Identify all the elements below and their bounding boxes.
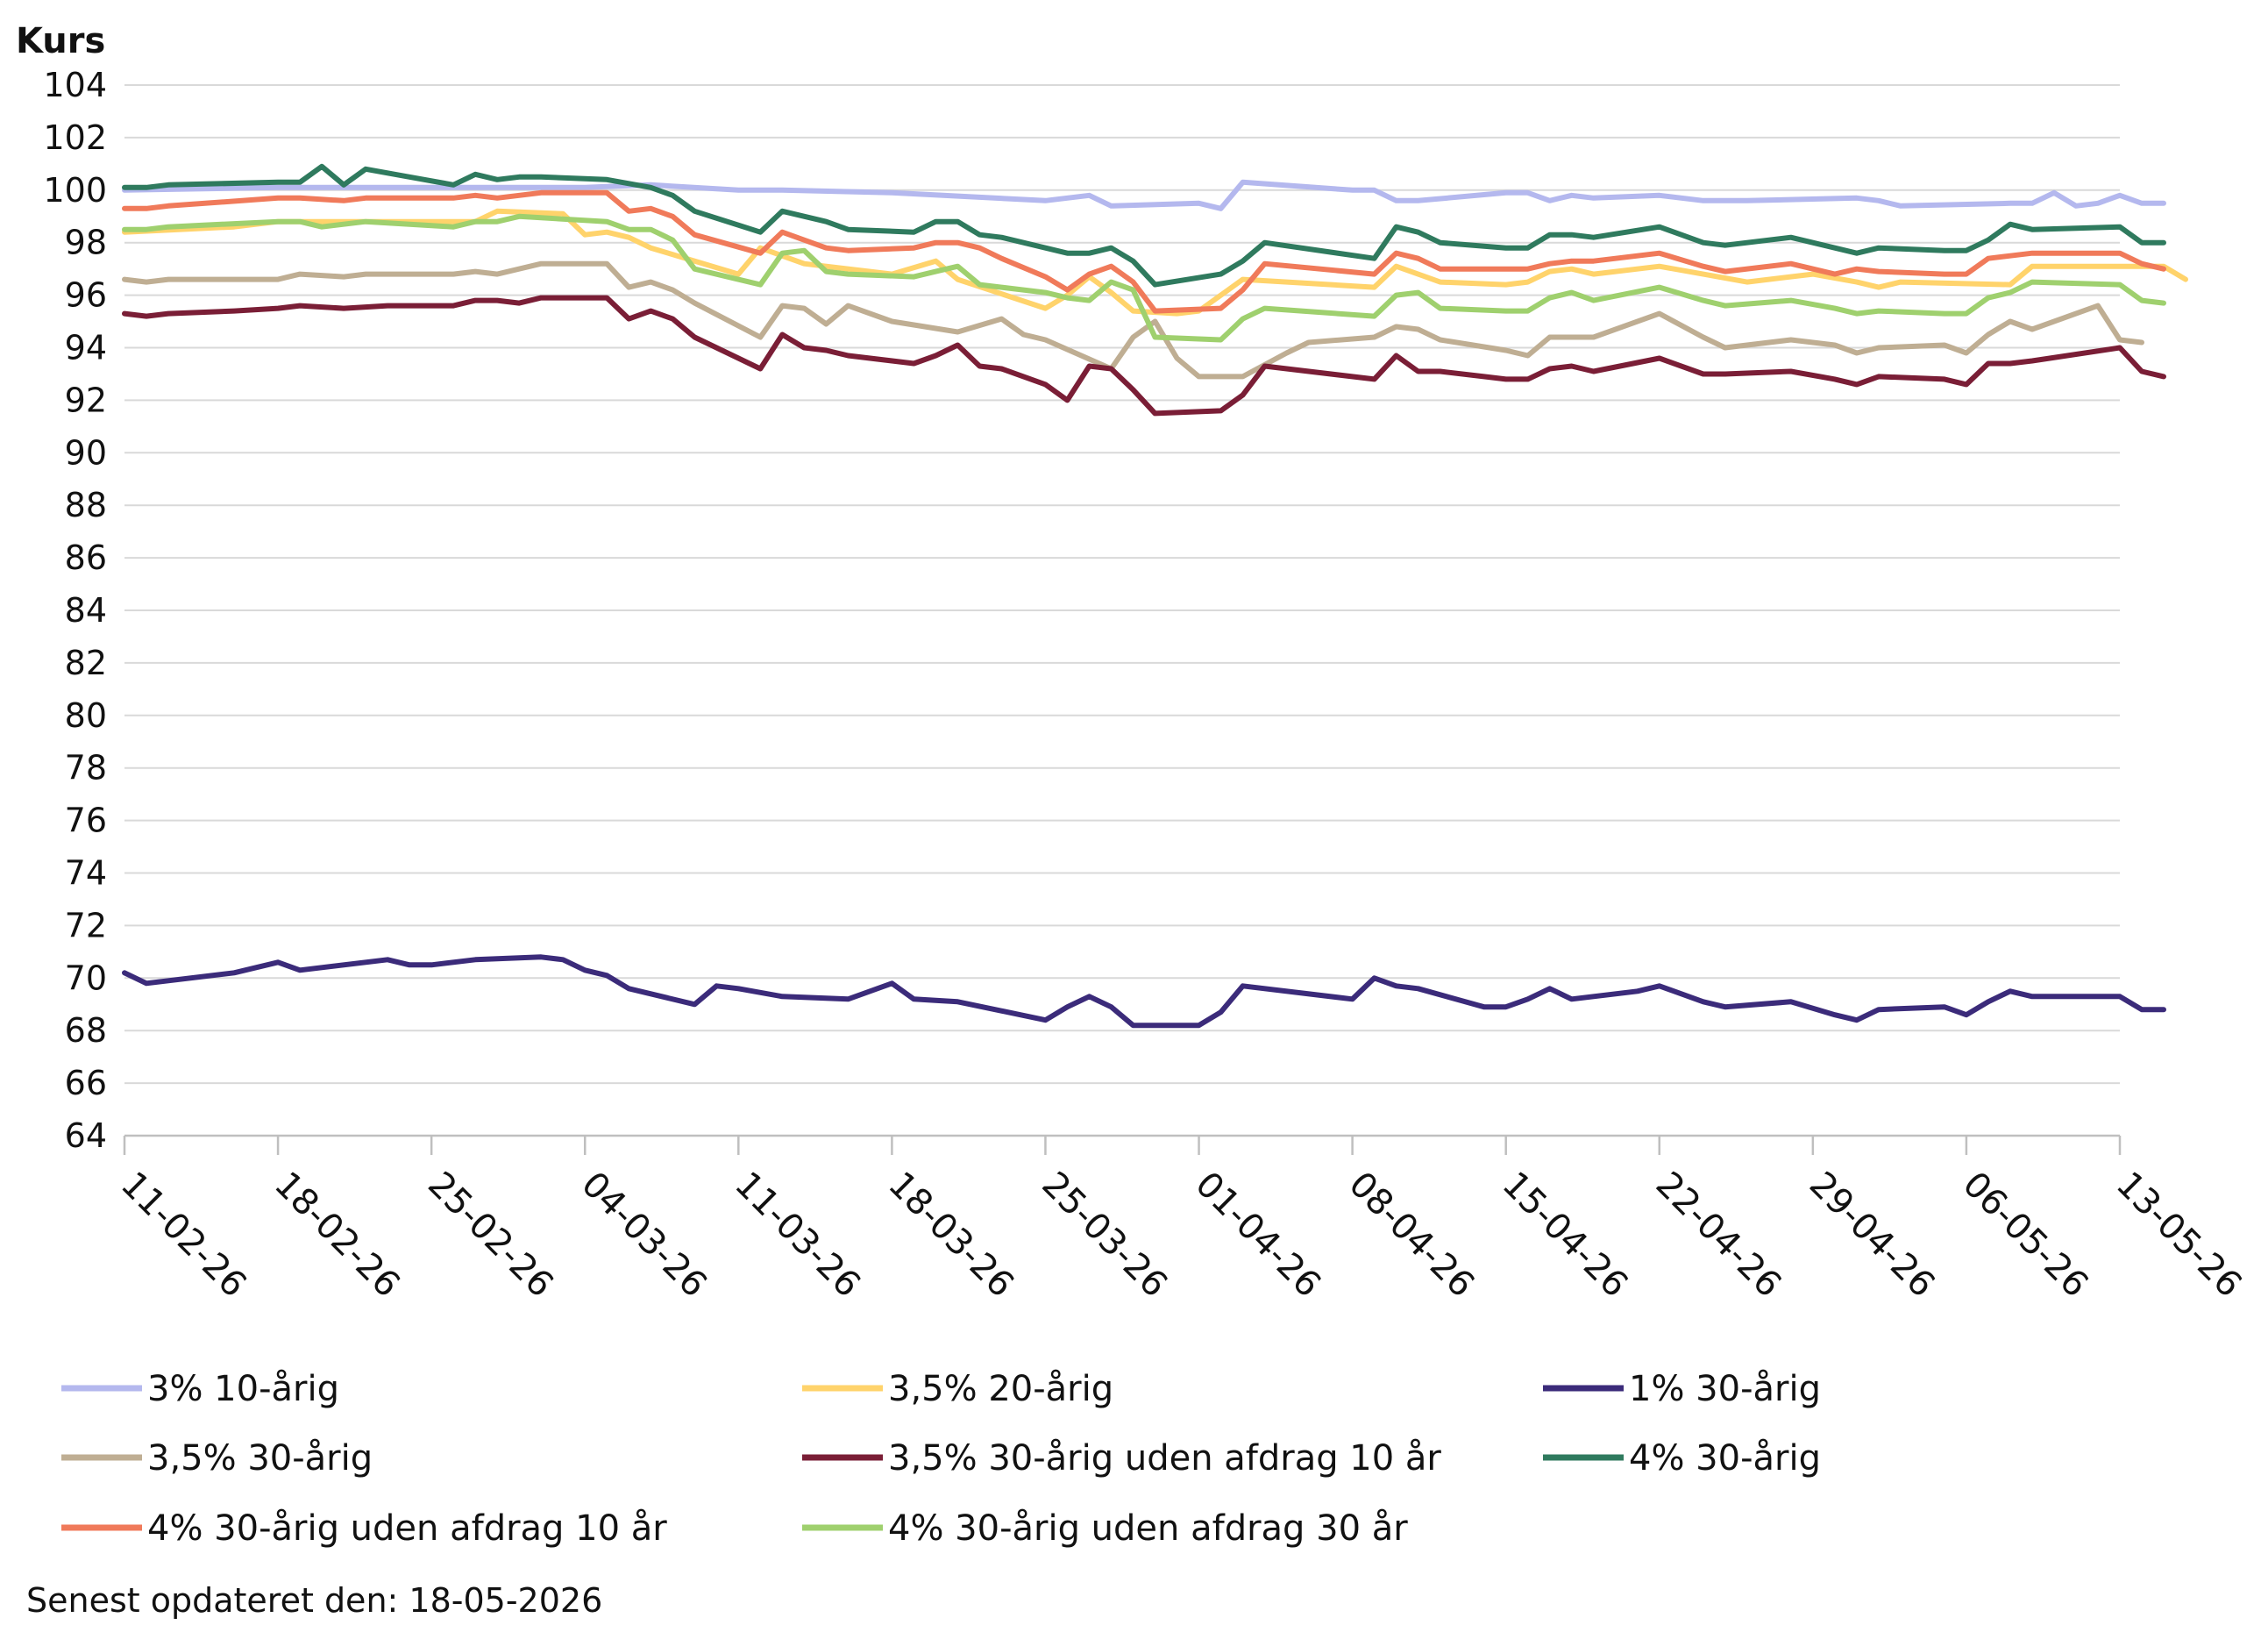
- y-tick-label: 84: [65, 591, 107, 630]
- y-tick-label: 90: [65, 433, 107, 472]
- series-line-7: [122, 213, 2166, 343]
- x-tick-label: 22-04-26: [1648, 1165, 1789, 1306]
- y-tick-label: 88: [65, 486, 107, 524]
- y-tick-label: 104: [43, 66, 107, 104]
- grid-lines: [124, 84, 2120, 1085]
- legend-item: 3,5% 30-årig: [61, 1438, 373, 1479]
- x-tick-label: 13-05-26: [2108, 1165, 2250, 1306]
- x-tick-label: 25-03-26: [1034, 1165, 1175, 1306]
- series-line-1: [122, 208, 2188, 317]
- x-tick-labels: 11-02-26 18-02-26 25-02-26 04-03-26 11-03-26…: [113, 1165, 2250, 1306]
- y-tick-label: 82: [65, 644, 107, 682]
- y-tick-label: 70: [65, 959, 107, 997]
- legend-label: 1% 30-årig: [1629, 1369, 1821, 1409]
- y-tick-label: 66: [65, 1064, 107, 1102]
- last-updated-text: Senest opdateret den: 18-05-2026: [26, 1581, 602, 1620]
- y-tick-label: 98: [65, 224, 107, 262]
- x-tick-label: 15-04-26: [1495, 1165, 1636, 1306]
- x-tick-label: 18-02-26: [267, 1165, 408, 1306]
- legend-item: 4% 30-årig uden afdrag 10 år: [61, 1508, 667, 1549]
- series-line-5: [122, 163, 2166, 288]
- axes: [123, 1134, 2122, 1155]
- x-tick-label: 29-04-26: [1802, 1165, 1943, 1306]
- y-tick-label: 80: [65, 696, 107, 735]
- legend-label: 3% 10-årig: [147, 1369, 339, 1409]
- legend-label: 3,5% 20-årig: [888, 1369, 1113, 1409]
- y-tick-label: 102: [43, 118, 107, 157]
- y-tick-label: 78: [65, 749, 107, 788]
- x-tick-label: 04-03-26: [573, 1165, 715, 1306]
- x-tick-label: 06-05-26: [1955, 1165, 2096, 1306]
- series-lines: [122, 163, 2188, 1029]
- legend-item: 3,5% 20-årig: [802, 1369, 1113, 1409]
- x-tick-label: 11-02-26: [113, 1165, 254, 1306]
- x-tick-label: 25-02-26: [420, 1165, 561, 1306]
- series-line-0: [122, 179, 2166, 211]
- y-tick-label: 76: [65, 802, 107, 840]
- y-tick-label: 92: [65, 381, 107, 419]
- legend-label: 4% 30-årig uden afdrag 10 år: [147, 1508, 667, 1549]
- y-axis-title: Kurs: [16, 21, 105, 61]
- y-tick-label: 64: [65, 1116, 107, 1155]
- x-tick-label: 01-04-26: [1187, 1165, 1328, 1306]
- legend-label: 4% 30-årig uden afdrag 30 år: [888, 1508, 1408, 1549]
- y-tick-label: 68: [65, 1011, 107, 1050]
- legend-item: 1% 30-årig: [1543, 1369, 1821, 1409]
- legend-item: 4% 30-årig: [1543, 1438, 1821, 1479]
- series-line-2: [122, 954, 2166, 1029]
- x-tick-label: 08-04-26: [1341, 1165, 1482, 1306]
- legend-label: 3,5% 30-årig: [147, 1438, 373, 1479]
- legend-item: 3% 10-årig: [61, 1369, 339, 1409]
- y-tick-label: 94: [65, 329, 107, 367]
- legend-label: 4% 30-årig: [1629, 1438, 1821, 1479]
- y-tick-label: 72: [65, 906, 107, 944]
- legend-item: 4% 30-årig uden afdrag 30 år: [802, 1508, 1408, 1549]
- series-line-6: [122, 189, 2166, 314]
- x-tick-label: 11-03-26: [727, 1165, 868, 1306]
- legend: 3% 10-årig 3,5% 20-årig 1% 30-årig 3,5% 30-…: [61, 1369, 1821, 1549]
- legend-item: 3,5% 30-årig uden afdrag 10 år: [802, 1438, 1441, 1479]
- series-line-4: [122, 295, 2166, 417]
- y-tick-label: 86: [65, 538, 107, 577]
- legend-label: 3,5% 30-årig uden afdrag 10 år: [888, 1438, 1441, 1479]
- y-tick-labels: 104 102 100 98 96 94 92 90 88 86 84 82 80 78 76 74 72 70 6…: [43, 66, 107, 1155]
- y-tick-label: 74: [65, 854, 107, 893]
- y-tick-label: 100: [43, 171, 107, 210]
- x-tick-label: 18-03-26: [880, 1165, 1021, 1306]
- y-tick-label: 96: [65, 276, 107, 315]
